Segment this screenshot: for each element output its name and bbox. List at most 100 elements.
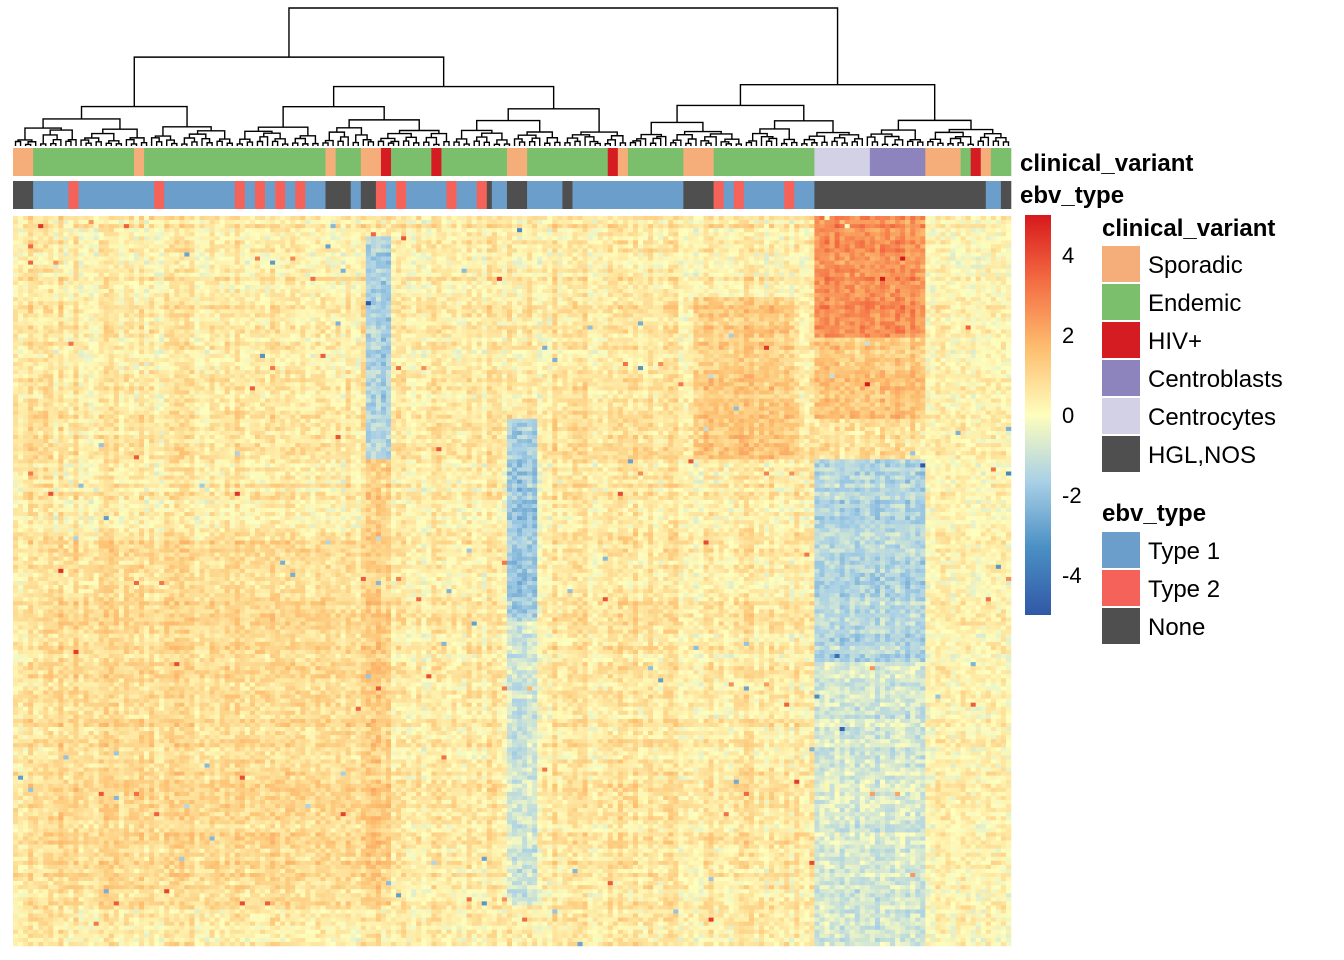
heatmap-cell: [633, 216, 638, 220]
heatmap-cell: [295, 224, 300, 228]
heatmap-cell: [376, 220, 381, 224]
heatmap-cell: [562, 216, 567, 220]
heatmap-cell: [956, 228, 961, 232]
heatmap-cell: [663, 224, 668, 228]
heatmap-cell: [290, 228, 295, 232]
ebv-type-segment-35: [784, 181, 794, 209]
heatmap-cell: [104, 224, 109, 228]
heatmap-cell: [598, 220, 603, 224]
heatmap-cell: [79, 228, 84, 232]
heatmap-cell: [104, 216, 109, 220]
heatmap-cell: [925, 228, 930, 232]
dendrogram-branch: [424, 142, 429, 146]
heatmap-cell: [719, 216, 724, 220]
heatmap-cell: [729, 216, 734, 220]
heatmap-cell: [724, 228, 729, 232]
dendrogram-branch: [746, 143, 751, 146]
heatmap-cell: [452, 216, 457, 220]
heatmap-cell: [507, 220, 512, 224]
dendrogram-branch: [651, 122, 703, 134]
heatmap-cell: [567, 220, 572, 224]
clinical-variant-segment-6: [361, 148, 381, 176]
heatmap-cell: [477, 228, 482, 232]
dendrogram-branch: [406, 137, 416, 143]
heatmap-cell: [154, 216, 159, 220]
heatmap-cell: [99, 216, 104, 220]
heatmap-cell: [704, 224, 709, 228]
heatmap-cell: [638, 224, 643, 228]
heatmap-cell: [326, 216, 331, 220]
heatmap-cell: [497, 224, 502, 228]
heatmap-cell: [981, 220, 986, 224]
heatmap-cell: [935, 228, 940, 232]
heatmap-cell: [825, 224, 830, 228]
heatmap-cell: [220, 228, 225, 232]
heatmap-cell: [149, 228, 154, 232]
heatmap-cell: [517, 228, 522, 232]
heatmap-cell: [13, 228, 18, 232]
clinical-variant-segment-1: [33, 148, 134, 176]
heatmap-cell: [865, 220, 870, 224]
heatmap-cell: [512, 224, 517, 228]
ebv-type-segment-10: [275, 181, 285, 209]
heatmap-cell: [109, 228, 114, 232]
heatmap-cell: [769, 228, 774, 232]
ebv-type-segment-37: [814, 181, 986, 209]
heatmap-cell: [830, 220, 835, 224]
heatmap-cell: [411, 216, 416, 220]
heatmap-cell: [58, 216, 63, 220]
heatmap-cell: [835, 224, 840, 228]
heatmap-cell: [709, 224, 714, 228]
heatmap-cell: [210, 232, 215, 236]
heatmap-cell: [386, 216, 391, 220]
heatmap-cell: [482, 224, 487, 228]
heatmap-cell: [683, 228, 688, 232]
heatmap-cell: [159, 232, 164, 236]
clinical-variant-segment-18: [814, 148, 870, 176]
heatmap-cell: [583, 224, 588, 228]
heatmap-cell: [280, 220, 285, 224]
heatmap-cell: [406, 220, 411, 224]
heatmap-cell: [840, 216, 845, 220]
heatmap-cell: [38, 224, 43, 228]
heatmap-cell: [235, 216, 240, 220]
heatmap-cell: [381, 220, 386, 224]
heatmap-cell: [366, 220, 371, 224]
heatmap-cell: [416, 220, 421, 224]
heatmap-cell: [159, 216, 164, 220]
ebv-type-segment-36: [794, 181, 814, 209]
heatmap-cell: [89, 232, 94, 236]
heatmap-cell: [265, 232, 270, 236]
dendrogram-branch: [182, 144, 187, 146]
heatmap-cell: [416, 216, 421, 220]
heatmap-cell: [472, 216, 477, 220]
heatmap-cell: [673, 216, 678, 220]
dendrogram-branch: [908, 141, 913, 146]
ebv-type-segment-9: [265, 181, 275, 209]
heatmap-cell: [930, 216, 935, 220]
heatmap-cell: [225, 220, 230, 224]
heatmap-cell: [875, 216, 880, 220]
ebv-type-segment-39: [1001, 181, 1011, 209]
heatmap-cell: [134, 220, 139, 224]
heatmap-cell: [603, 216, 608, 220]
heatmap-cell: [265, 228, 270, 232]
heatmap-cell: [865, 224, 870, 228]
heatmap-cell: [305, 216, 310, 220]
heatmap-cell: [502, 228, 507, 232]
heatmap-cell: [875, 220, 880, 224]
dendrogram-branch: [872, 142, 877, 146]
ebv-type-segment-7: [245, 181, 255, 209]
heatmap-cell: [905, 220, 910, 224]
heatmap-cell: [945, 228, 950, 232]
dendrogram-branch: [289, 8, 838, 85]
heatmap-cell: [220, 216, 225, 220]
heatmap-cell: [265, 224, 270, 228]
heatmap-cell: [507, 224, 512, 228]
heatmap-cell: [336, 232, 341, 236]
heatmap-cell: [68, 232, 73, 236]
heatmap-cell: [1006, 224, 1011, 228]
heatmap-cell: [739, 220, 744, 224]
heatmap-cell: [371, 216, 376, 220]
heatmap-cell: [366, 216, 371, 220]
